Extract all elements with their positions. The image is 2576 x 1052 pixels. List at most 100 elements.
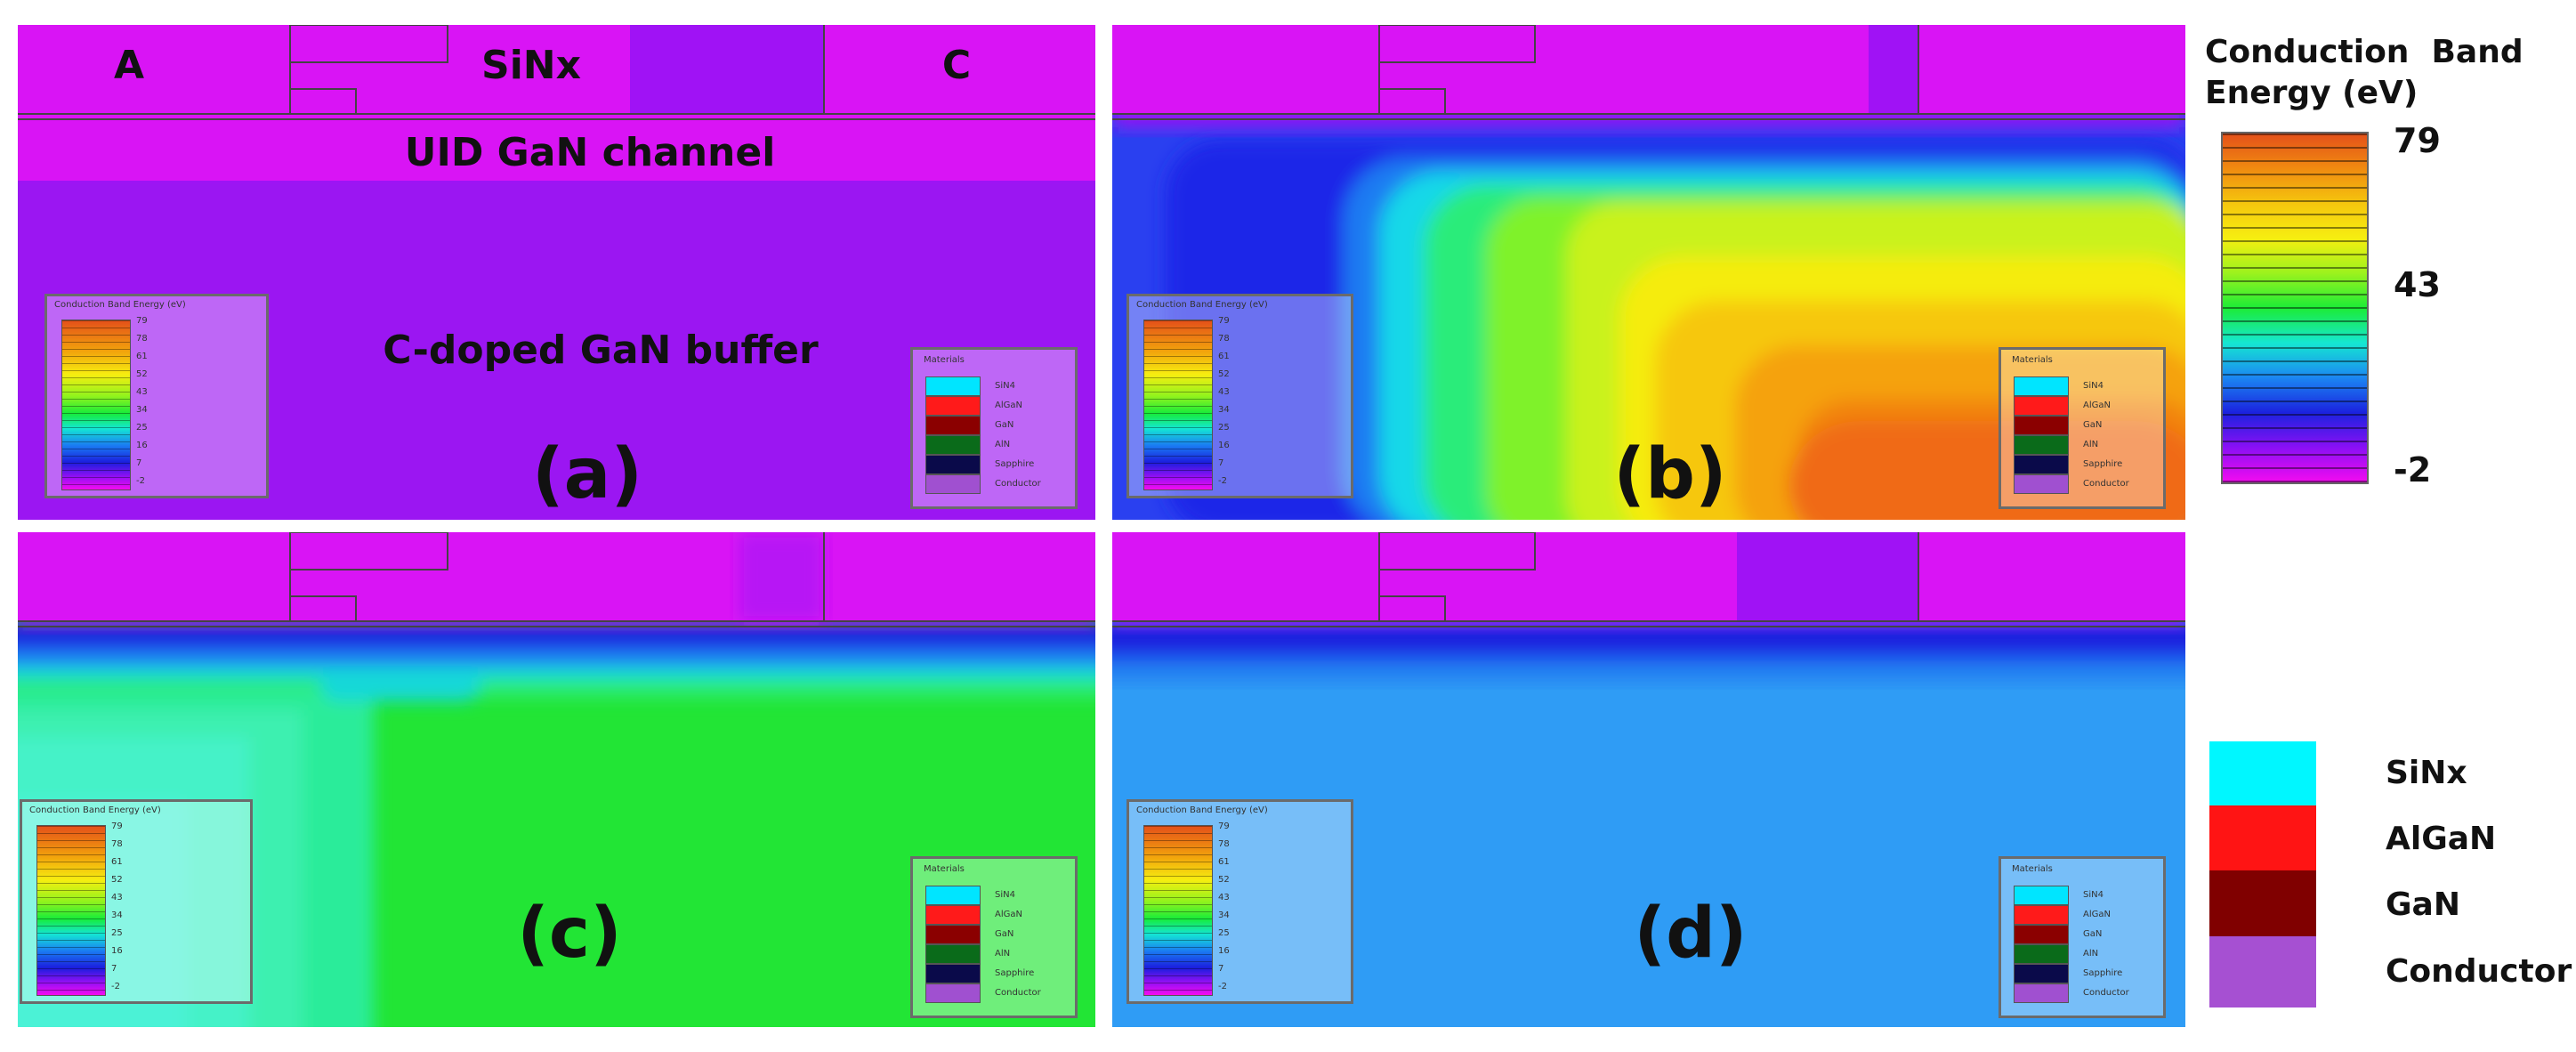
material-label: AlN: [995, 949, 1011, 959]
colorbar-scale: [2221, 132, 2369, 484]
materials-title: Materials: [924, 355, 965, 365]
material-label: Sapphire: [995, 968, 1035, 978]
legend-swatch-sinx: [2209, 741, 2316, 807]
swatch-gan: [2014, 416, 2069, 435]
swatch-algan: [2014, 905, 2069, 925]
buffer-label: C-doped GaN buffer: [383, 328, 819, 373]
swatch-sapphire: [925, 455, 981, 474]
material-label: Conductor: [995, 479, 1041, 489]
panel-c: (c) Conduction Band Energy (eV) 79 78 61 52…: [18, 532, 1095, 1027]
swatch-gan: [925, 416, 981, 435]
material-label: GaN: [2083, 420, 2103, 430]
channel-label: UID GaN channel: [404, 130, 776, 175]
inset-colorbar-scale: [61, 320, 131, 490]
material-label: AlGaN: [2083, 910, 2111, 919]
colorbar-tick-min: -2: [2394, 450, 2432, 490]
inset-colorbar-title: Conduction Band Energy (eV): [54, 300, 186, 310]
legend-swatch-algan: [2209, 805, 2316, 871]
panel-d: (d) Conduction Band Energy (eV) 79 78 61 52…: [1112, 532, 2185, 1027]
inset-colorbar-ticks: 79 78 61 52 43 34 25 16 7 -2: [136, 316, 148, 486]
swatch-sapphire: [2014, 455, 2069, 474]
inset-colorbar-c: Conduction Band Energy (eV) 79 78 61 52 43 34…: [20, 799, 253, 1004]
material-label: Sapphire: [995, 459, 1035, 469]
swatch-algan: [925, 905, 981, 925]
inset-materials-b: Materials SiN4 AlGaN GaN AlN Sapphire Co…: [1999, 347, 2166, 509]
panel-a-label: (a): [532, 434, 642, 514]
inset-colorbar-b: Conduction Band Energy (eV) 79 78 61 52 43 34…: [1126, 294, 1353, 498]
swatch-sin4: [2014, 376, 2069, 396]
material-label: SiN4: [995, 381, 1015, 391]
material-label: GaN: [995, 420, 1014, 430]
panel-d-field: [1112, 532, 2185, 1027]
panel-d-label: (d): [1634, 894, 1748, 974]
material-label: GaN: [2083, 929, 2103, 939]
inset-colorbar-scale: [36, 825, 106, 996]
swatch-sapphire: [2014, 964, 2069, 983]
material-label: AlGaN: [995, 910, 1022, 919]
inset-materials-d: Materials SiN4 AlGaN GaN AlN Sapphire Co…: [1999, 856, 2166, 1018]
legend-label-gan: GaN: [2386, 886, 2460, 923]
inset-colorbar-d: Conduction Band Energy (eV) 79 78 61 52 43 34…: [1126, 799, 1353, 1004]
panel-a: A SiNx C UID GaN channel C-doped GaN buf…: [18, 25, 1095, 520]
cathode-label: C: [941, 43, 972, 88]
material-label: Conductor: [2083, 479, 2129, 489]
swatch-conductor: [2014, 983, 2069, 1003]
panel-b: (b) Conduction Band Energy (eV) 79 78 61 52…: [1112, 25, 2185, 520]
swatch-gan: [925, 925, 981, 944]
materials-title: Materials: [2012, 355, 2053, 365]
inset-colorbar-ticks: 79 78 61 52 43 34 25 16 7 -2: [1218, 316, 1230, 486]
swatch-conductor: [2014, 474, 2069, 494]
material-label: GaN: [995, 929, 1014, 939]
swatch-aln: [925, 944, 981, 964]
legend-swatch-conductor: [2209, 936, 2316, 1007]
inset-colorbar-title: Conduction Band Energy (eV): [1136, 805, 1268, 815]
material-label: AlN: [2083, 949, 2099, 959]
inset-colorbar-scale: [1143, 320, 1213, 490]
material-label: Conductor: [2083, 988, 2129, 998]
swatch-aln: [925, 435, 981, 455]
swatch-sin4: [925, 376, 981, 396]
panel-b-label: (b): [1613, 434, 1727, 514]
inset-colorbar-title: Conduction Band Energy (eV): [1136, 300, 1268, 310]
inset-colorbar-ticks: 79 78 61 52 43 34 25 16 7 -2: [1218, 821, 1230, 991]
anode-label: A: [113, 43, 145, 88]
colorbar-tick-mid: 43: [2394, 265, 2441, 304]
sinx-label: SiNx: [481, 43, 581, 88]
swatch-algan: [925, 396, 981, 416]
inset-materials-c: Materials SiN4 AlGaN GaN AlN Sapphire Co…: [910, 856, 1078, 1018]
inset-colorbar-title: Conduction Band Energy (eV): [29, 805, 161, 815]
panel-a-field: [18, 25, 1095, 520]
material-label: Conductor: [995, 988, 1041, 998]
materials-title: Materials: [924, 864, 965, 874]
material-label: AlN: [995, 440, 1011, 449]
colorbar-title: Conduction Band Energy (eV): [2205, 34, 2524, 111]
swatch-aln: [2014, 944, 2069, 964]
swatch-algan: [2014, 396, 2069, 416]
material-label: Sapphire: [2083, 968, 2123, 978]
material-label: AlN: [2083, 440, 2099, 449]
material-label: SiN4: [2083, 381, 2104, 391]
inset-colorbar-ticks: 79 78 61 52 43 34 25 16 7 -2: [111, 821, 123, 991]
swatch-sapphire: [925, 964, 981, 983]
legend-label-sinx: SiNx: [2386, 755, 2467, 791]
colorbar-tick-max: 79: [2394, 121, 2441, 160]
legend-label-conductor: Conductor: [2386, 953, 2572, 990]
material-label: SiN4: [995, 890, 1015, 900]
material-label: AlGaN: [2083, 401, 2111, 410]
swatch-gan: [2014, 925, 2069, 944]
material-label: Sapphire: [2083, 459, 2123, 469]
inset-colorbar-scale: [1143, 825, 1213, 996]
materials-title: Materials: [2012, 864, 2053, 874]
inset-materials-a: Materials SiN4 AlGaN GaN AlN Sapphire Co…: [910, 347, 1078, 509]
legend-swatch-gan: [2209, 870, 2316, 936]
material-label: AlGaN: [995, 401, 1022, 410]
legend-label-algan: AlGaN: [2386, 821, 2497, 857]
material-label: SiN4: [2083, 890, 2104, 900]
swatch-sin4: [925, 886, 981, 905]
swatch-conductor: [925, 983, 981, 1003]
inset-colorbar-a: Conduction Band Energy (eV) 79 78 61 52 43 34…: [44, 294, 269, 498]
swatch-aln: [2014, 435, 2069, 455]
swatch-conductor: [925, 474, 981, 494]
panel-c-label: (c): [517, 894, 622, 974]
panel-c-field: [18, 532, 1095, 1027]
